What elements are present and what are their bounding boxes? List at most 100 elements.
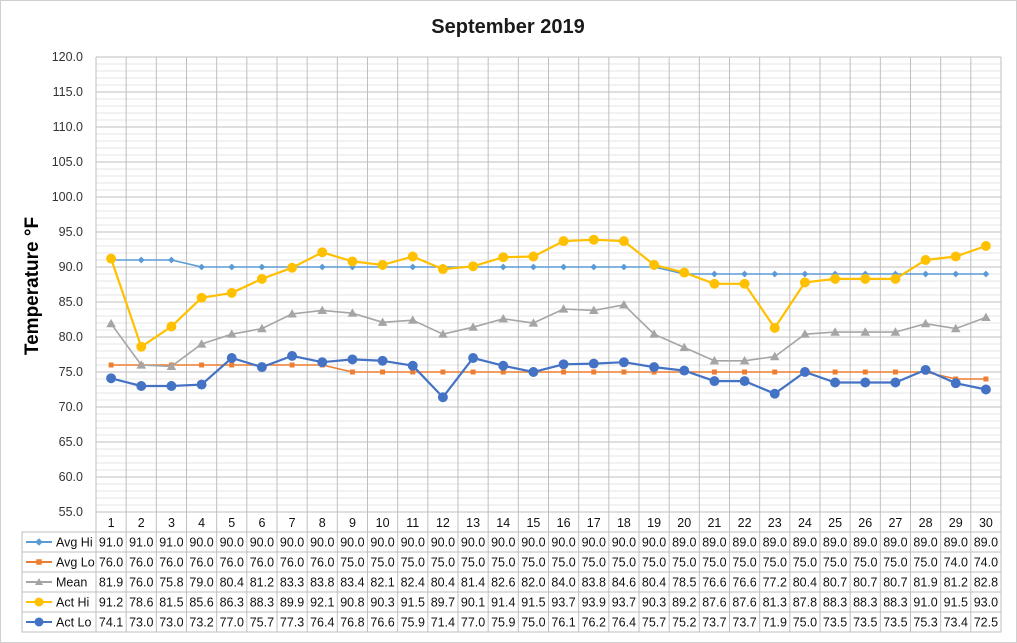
data-label: 82.8 <box>974 576 998 590</box>
marker-act-hi <box>769 322 780 333</box>
marker-avg-lo <box>772 369 778 375</box>
marker-avg-hi <box>952 270 960 278</box>
data-label: 81.2 <box>944 576 968 590</box>
data-label: 93.7 <box>551 596 575 610</box>
marker-mean <box>136 360 147 369</box>
data-label: 89.0 <box>823 536 847 550</box>
y-tick-label: 100.0 <box>52 190 83 204</box>
data-label: 88.3 <box>250 596 274 610</box>
marker-act-lo <box>799 367 810 377</box>
marker-act-hi <box>377 259 388 270</box>
marker-mean <box>739 356 750 365</box>
x-tick-label: 25 <box>828 516 842 530</box>
data-label: 75.0 <box>763 556 787 570</box>
marker-avg-lo <box>199 362 205 368</box>
data-label: 75.0 <box>461 556 485 570</box>
data-label: 71.4 <box>431 616 455 630</box>
marker-avg-lo <box>229 362 235 368</box>
marker-act-hi <box>679 267 690 278</box>
marker-act-lo <box>860 377 871 388</box>
data-label: 84.6 <box>612 576 636 590</box>
data-label: 75.2 <box>672 616 696 630</box>
marker-mean <box>166 361 177 370</box>
series-line-act-hi <box>110 238 987 349</box>
marker-mean <box>769 351 780 361</box>
marker-avg-hi <box>530 263 537 271</box>
marker-avg-hi <box>258 263 266 271</box>
data-label: 87.6 <box>702 596 726 610</box>
data-label: 76.0 <box>310 556 334 570</box>
data-label: 73.2 <box>189 616 213 630</box>
data-label: 75.0 <box>551 556 575 570</box>
data-label: 73.7 <box>732 616 756 630</box>
data-label: 90.0 <box>220 536 244 550</box>
data-label: 81.9 <box>99 576 123 590</box>
marker-act-lo <box>106 373 117 384</box>
data-label: 89.0 <box>913 536 937 550</box>
chart-title: September 2019 <box>431 16 584 38</box>
marker-avg-hi <box>771 270 779 278</box>
data-label: 90.0 <box>491 536 515 550</box>
data-label: 81.3 <box>763 596 787 610</box>
marker-act-lo <box>34 617 44 627</box>
legend-label: Avg Hi <box>56 536 93 550</box>
marker-avg-hi <box>198 263 205 271</box>
marker-mean <box>287 309 297 318</box>
marker-act-lo <box>588 358 599 369</box>
x-tick-label: 10 <box>376 516 390 530</box>
marker-act-hi <box>649 259 660 270</box>
marker-mean <box>890 327 901 336</box>
marker-mean <box>226 329 237 338</box>
data-label: 74.0 <box>974 556 998 570</box>
data-label: 75.0 <box>582 556 606 570</box>
data-label: 87.6 <box>732 596 756 610</box>
marker-act-hi <box>196 292 207 303</box>
x-tick-label: 17 <box>587 516 601 530</box>
series-lines <box>106 234 991 403</box>
data-label: 90.0 <box>310 536 334 550</box>
marker-act-lo <box>980 384 991 395</box>
data-label: 89.0 <box>732 536 756 550</box>
y-tick-label: 55.0 <box>59 505 83 519</box>
marker-act-hi <box>106 253 117 264</box>
data-label: 78.5 <box>672 576 696 590</box>
data-label: 76.0 <box>129 576 153 590</box>
data-label: 73.0 <box>129 616 153 630</box>
marker-avg-lo <box>832 369 838 375</box>
data-label: 75.0 <box>853 556 877 570</box>
data-label: 89.0 <box>944 536 968 550</box>
marker-avg-lo <box>591 369 597 375</box>
y-axis-ticks: 55.0 60.0 65.0 70.0 75.0 80.0 85.0 90.0 95.0 100.… <box>52 50 83 519</box>
data-label: 83.8 <box>582 576 606 590</box>
data-label: 75.7 <box>642 616 666 630</box>
data-label: 90.0 <box>280 536 304 550</box>
marker-act-hi <box>860 273 871 284</box>
marker-avg-lo <box>711 369 717 375</box>
x-tick-label: 7 <box>289 516 296 530</box>
data-label: 93.0 <box>974 596 998 610</box>
marker-mean <box>830 327 840 336</box>
marker-mean <box>438 329 448 338</box>
marker-avg-lo <box>440 369 446 375</box>
data-label: 90.0 <box>401 536 425 550</box>
data-label: 76.0 <box>159 556 183 570</box>
legend-label: Act Lo <box>56 616 91 630</box>
x-tick-label: 26 <box>858 516 872 530</box>
x-tick-label: 22 <box>738 516 752 530</box>
marker-avg-hi <box>982 270 990 278</box>
marker-avg-lo <box>349 369 355 375</box>
marker-avg-hi <box>228 263 236 271</box>
data-label: 76.6 <box>370 616 394 630</box>
marker-act-hi <box>317 247 328 258</box>
data-label: 81.9 <box>913 576 937 590</box>
data-label: 83.8 <box>310 576 334 590</box>
marker-act-hi <box>588 234 599 245</box>
marker-act-lo <box>347 354 358 365</box>
marker-act-lo <box>830 377 841 388</box>
data-label: 76.0 <box>129 556 153 570</box>
data-label: 77.2 <box>763 576 787 590</box>
data-label: 73.4 <box>944 616 968 630</box>
data-label: 75.9 <box>401 616 425 630</box>
data-label: 80.7 <box>883 576 907 590</box>
marker-mean <box>317 305 328 314</box>
